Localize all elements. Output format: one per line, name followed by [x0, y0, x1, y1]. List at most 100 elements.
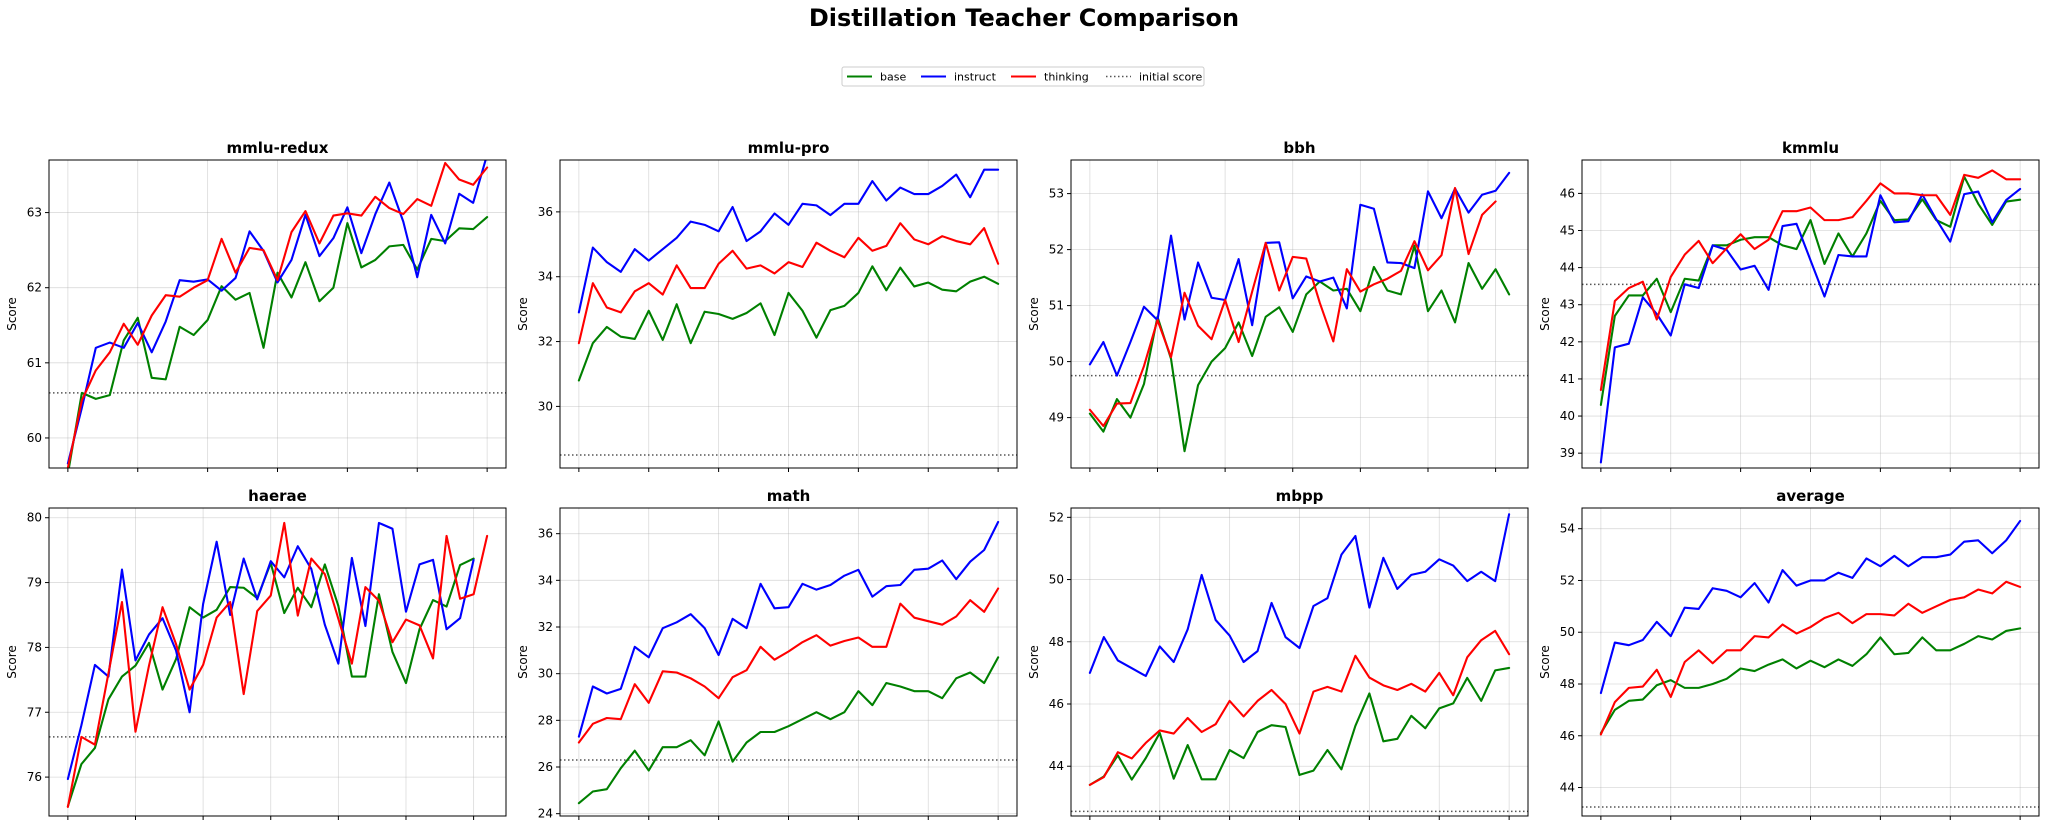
- series-line-instruct: [1599, 519, 2022, 695]
- series-line-base: [1599, 175, 2022, 406]
- series-line-thinking: [1599, 169, 2022, 392]
- y-tick-label-1: 46: [1049, 697, 1064, 711]
- y-tick-label-2: 28: [538, 713, 553, 727]
- legend-label-0: base: [880, 71, 906, 84]
- series-line-base: [577, 656, 1000, 805]
- panel-title: haerae: [248, 487, 307, 505]
- y-tick-label-3: 79: [27, 576, 42, 590]
- series-line-base: [1088, 666, 1511, 786]
- panel-title: bbh: [1283, 139, 1315, 157]
- y-tick-label-0: 30: [538, 399, 553, 413]
- y-axis-label: Score: [1538, 297, 1552, 331]
- series-line-base: [1088, 244, 1511, 453]
- y-tick-label-4: 52: [1560, 573, 1575, 587]
- y-tick-label-3: 50: [1049, 573, 1064, 587]
- panel-mbpp: 44 46 48 50 52 mbpp Score: [1027, 487, 1529, 820]
- panel-bbh: 49 50 51 52 53 bbh Score: [1027, 139, 1529, 472]
- y-tick-label-2: 48: [1049, 635, 1064, 649]
- y-tick-label-3: 36: [538, 205, 553, 219]
- series-line-thinking: [577, 222, 1000, 345]
- y-tick-label-2: 78: [27, 640, 42, 654]
- y-axis-label: Score: [1027, 645, 1041, 679]
- y-tick-label-1: 50: [1049, 355, 1064, 369]
- y-tick-label-0: 44: [1049, 759, 1064, 773]
- panel-mmlu-pro: 30 32 34 36 mmlu-pro Score: [516, 139, 1018, 472]
- series-line-thinking: [66, 161, 489, 468]
- series-line-instruct: [577, 520, 1000, 738]
- y-tick-label-2: 48: [1560, 677, 1575, 691]
- legend: base instruct thinking initial score: [841, 66, 1205, 87]
- y-tick-label-3: 63: [27, 206, 42, 220]
- y-tick-label-2: 41: [1560, 372, 1575, 386]
- panel-title: mbpp: [1276, 487, 1324, 505]
- panel-title: math: [767, 487, 811, 505]
- series-line-instruct: [577, 168, 1000, 314]
- figure-title: Distillation Teacher Comparison: [809, 4, 1239, 32]
- series-line-thinking: [577, 587, 1000, 744]
- panel-math: 24 26 28 30 32 34 36 math Score: [516, 487, 1018, 821]
- y-tick-label-0: 44: [1560, 781, 1575, 795]
- series-line-thinking: [1599, 580, 2022, 736]
- panel-title: average: [1776, 487, 1845, 505]
- legend-label-1: instruct: [954, 71, 997, 84]
- y-tick-label-5: 54: [1560, 522, 1575, 536]
- y-tick-label-1: 77: [27, 705, 42, 719]
- series-line-thinking: [1088, 186, 1497, 428]
- plot-frame: [1070, 159, 1529, 469]
- y-tick-label-3: 30: [538, 667, 553, 681]
- y-axis-label: Score: [5, 297, 19, 331]
- y-tick-label-7: 46: [1560, 186, 1575, 200]
- series-line-instruct: [1088, 513, 1511, 678]
- series-line-instruct: [66, 521, 475, 781]
- y-tick-label-1: 40: [1560, 409, 1575, 423]
- series-line-thinking: [66, 521, 489, 808]
- y-tick-label-5: 44: [1560, 261, 1575, 275]
- panel-title: mmlu-redux: [227, 139, 329, 157]
- y-tick-label-2: 51: [1049, 299, 1064, 313]
- y-axis-label: Score: [1538, 645, 1552, 679]
- plot-frame: [48, 507, 507, 817]
- panel-haerae: 76 77 78 79 80 haerae Score: [5, 487, 507, 820]
- panel-mmlu-redux: 60 61 62 63 mmlu-redux Score: [5, 139, 507, 472]
- y-axis-label: Score: [516, 645, 530, 679]
- y-tick-label-5: 34: [538, 573, 553, 587]
- y-tick-label-3: 52: [1049, 243, 1064, 257]
- y-tick-label-4: 53: [1049, 187, 1064, 201]
- panel-average: 44 46 48 50 52 54 average Score: [1538, 487, 2040, 820]
- y-tick-label-1: 26: [538, 760, 553, 774]
- legend-label-2: thinking: [1044, 71, 1089, 84]
- panel-title: kmmlu: [1782, 139, 1839, 157]
- y-tick-label-4: 32: [538, 620, 553, 634]
- panels: 60 61 62 63 mmlu-redux Score 30 32 34 36 mmlu-pro S…: [5, 139, 2040, 821]
- y-tick-label-6: 45: [1560, 224, 1575, 238]
- series-line-base: [67, 216, 489, 468]
- y-axis-label: Score: [1027, 297, 1041, 331]
- y-tick-label-0: 76: [27, 770, 42, 784]
- series-line-base: [1599, 627, 2022, 735]
- y-tick-label-0: 39: [1560, 446, 1575, 460]
- series-line-instruct: [1599, 187, 2022, 464]
- y-tick-label-6: 36: [538, 527, 553, 541]
- legend-label-3: initial score: [1139, 71, 1203, 84]
- y-tick-label-1: 32: [538, 335, 553, 349]
- y-tick-label-0: 60: [27, 431, 42, 445]
- y-tick-label-0: 24: [538, 807, 553, 821]
- panel-kmmlu: 39 40 41 42 43 44 45 46 kmmlu Score: [1538, 139, 2040, 472]
- series-line-base: [577, 265, 1000, 382]
- series-line-instruct: [66, 160, 487, 465]
- y-tick-label-3: 42: [1560, 335, 1575, 349]
- y-tick-label-4: 43: [1560, 298, 1575, 312]
- y-tick-label-2: 34: [538, 270, 553, 284]
- y-tick-label-1: 61: [27, 356, 42, 370]
- y-tick-label-1: 46: [1560, 729, 1575, 743]
- series-line-thinking: [1088, 629, 1511, 786]
- y-axis-label: Score: [516, 297, 530, 331]
- y-tick-label-4: 80: [27, 511, 42, 525]
- y-tick-label-3: 50: [1560, 625, 1575, 639]
- y-tick-label-4: 52: [1049, 510, 1064, 524]
- series-line-instruct: [1088, 171, 1511, 377]
- y-tick-label-2: 62: [27, 281, 42, 295]
- y-tick-label-0: 49: [1049, 411, 1064, 425]
- panel-title: mmlu-pro: [748, 139, 830, 157]
